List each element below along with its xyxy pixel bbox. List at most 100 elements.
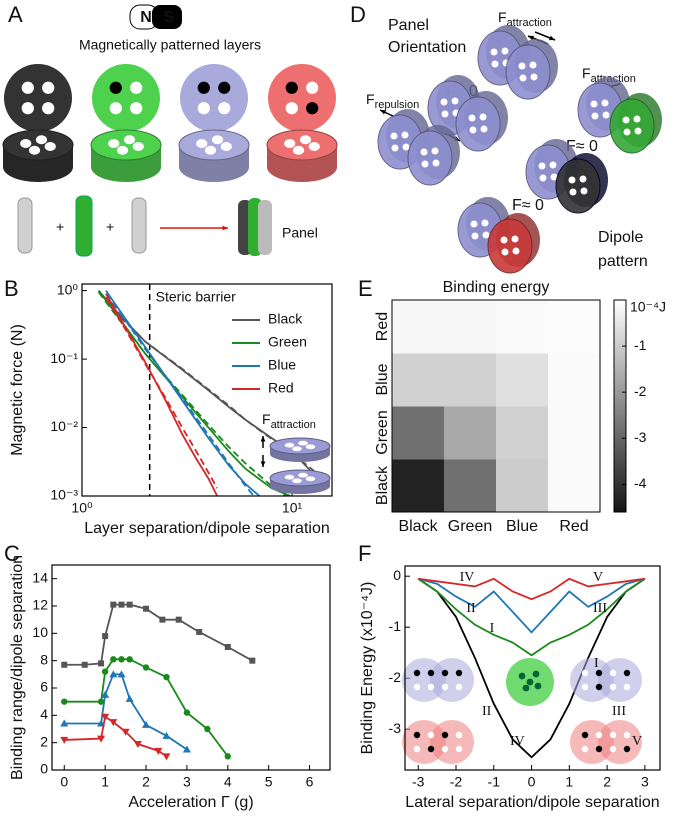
puck-front [455,96,501,152]
dipole [130,102,143,115]
heat-cell [548,300,601,354]
marker [101,668,109,675]
dipole [518,672,526,680]
dipole [421,160,429,168]
fit-line [105,293,256,496]
dipole [581,683,589,691]
dipole [390,132,398,140]
inset-label: IV [510,734,525,749]
panel-orientation: Orientation [388,39,466,56]
marker [60,736,69,744]
y-tick-label: Red [374,312,391,341]
curve-label: IV [460,570,475,585]
plate [75,195,93,257]
marker [142,664,150,671]
colorbar-tick-label: -3 [634,429,647,445]
panel-name: Panel [282,225,318,241]
y-axis-label: Binding Energy (x10⁻⁴J) [359,582,376,755]
y-tick-label: 10⁻² [50,418,78,434]
plate [17,197,33,254]
heat-cell [444,406,497,460]
marker [81,661,88,668]
dipole [512,247,520,255]
dipole [218,81,231,94]
dipole [413,731,421,739]
marker [126,656,133,663]
y-tick-label: 10 [32,624,48,640]
dipole [549,161,557,169]
colorbar-tick-label: -1 [634,337,647,353]
dipole [623,745,631,753]
dipole [609,683,617,691]
marker [109,670,118,678]
hole [284,442,295,448]
hole [35,135,48,145]
heat-cell [444,300,497,354]
x-tick-label: 10¹ [282,500,303,516]
y-tick-label: 0 [40,761,48,777]
magnet-pole: S [164,9,175,26]
dipole [427,745,435,753]
dipole [532,670,540,678]
dipole [471,232,479,240]
y-tick-label: -3 [389,720,402,736]
hole [196,139,208,148]
dipole [490,48,498,56]
dipole [402,143,410,151]
dipole [21,102,34,115]
force-label: Fattraction [262,411,316,431]
dipole [623,128,631,136]
force-symbol: F [366,91,375,107]
x-tick-label: 10⁰ [71,500,93,516]
dipole-label: pattern [598,253,648,270]
marker [60,719,69,727]
marker [61,698,68,705]
dipole [622,116,630,124]
dipole [441,683,449,691]
colorbar-tick-label: -4 [634,475,647,491]
marker [162,731,171,739]
dipole [579,175,587,183]
dipole [440,98,448,106]
x-tick-label: 6 [306,774,314,790]
marker [97,735,106,743]
dipole [431,147,439,155]
series-line [64,715,167,758]
x-tick-label: Blue [506,518,538,535]
dipole [500,236,508,244]
heat-cell [392,459,445,513]
inset-disc [430,658,474,702]
dipole [529,61,537,69]
layer-top [178,129,250,161]
y-tick-label: 0 [393,567,401,583]
chart-title: Binding energy [443,279,550,296]
dipole [522,684,530,692]
puck-front [555,158,601,214]
dipole [595,683,603,691]
dipole [306,102,319,115]
marker [159,616,166,623]
dipole [609,669,617,677]
x-tick-label: 2 [603,774,611,790]
layer-disc [268,64,336,132]
heat-cell [392,406,445,460]
puck-front [407,130,453,186]
dipole [581,745,589,753]
inset-label: II [482,704,492,719]
layer-top [269,469,331,487]
curve-label: II [466,601,476,616]
dipole [42,81,55,94]
hole [298,472,308,478]
x-axis-label: Lateral separation/dipole separation [405,794,659,811]
y-tick-label: -1 [389,618,402,634]
hole [20,139,32,148]
hole [108,139,120,148]
dipole [501,47,509,55]
plot-frame [391,299,601,513]
series-line [417,577,646,634]
dipole [391,144,399,152]
curve-label: III [593,601,607,616]
panel-label: E [358,276,373,301]
heat-cell [392,353,445,407]
x-tick-label: 3 [641,774,649,790]
